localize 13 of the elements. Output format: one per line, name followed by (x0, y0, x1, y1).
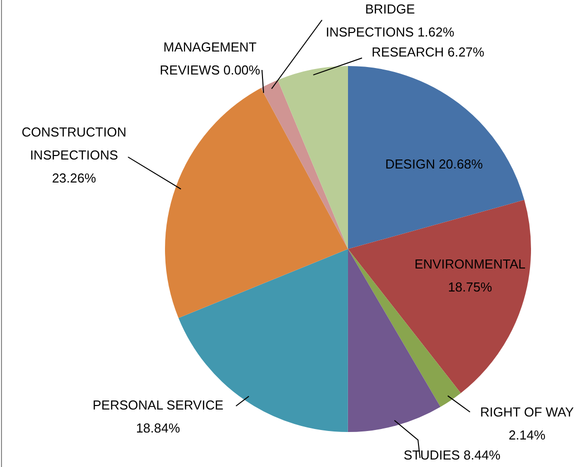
slice-label: CONSTRUCTION INSPECTIONS (22, 124, 126, 163)
slice-label: BRIDGE INSPECTIONS 1.62% (326, 2, 455, 40)
slice-label: STUDIES 8.44% (404, 448, 501, 463)
slice-label: PERSONAL SERVICE (92, 398, 224, 413)
slice-label: ENVIRONMENTAL (414, 256, 526, 272)
data-label: 23.26% (52, 170, 96, 186)
slice-label: DESIGN 20.68% (385, 156, 484, 172)
data-label: 2.14% (508, 428, 546, 443)
data-label: 18.75% (448, 280, 492, 295)
data-label: 18.84% (136, 420, 180, 436)
slice-label: RESEARCH 6.27% (372, 44, 485, 60)
category-label: MANAGEMENT REVIEWS 0.00% (160, 40, 260, 78)
slice-label: RIGHT OF WAY (480, 404, 574, 420)
